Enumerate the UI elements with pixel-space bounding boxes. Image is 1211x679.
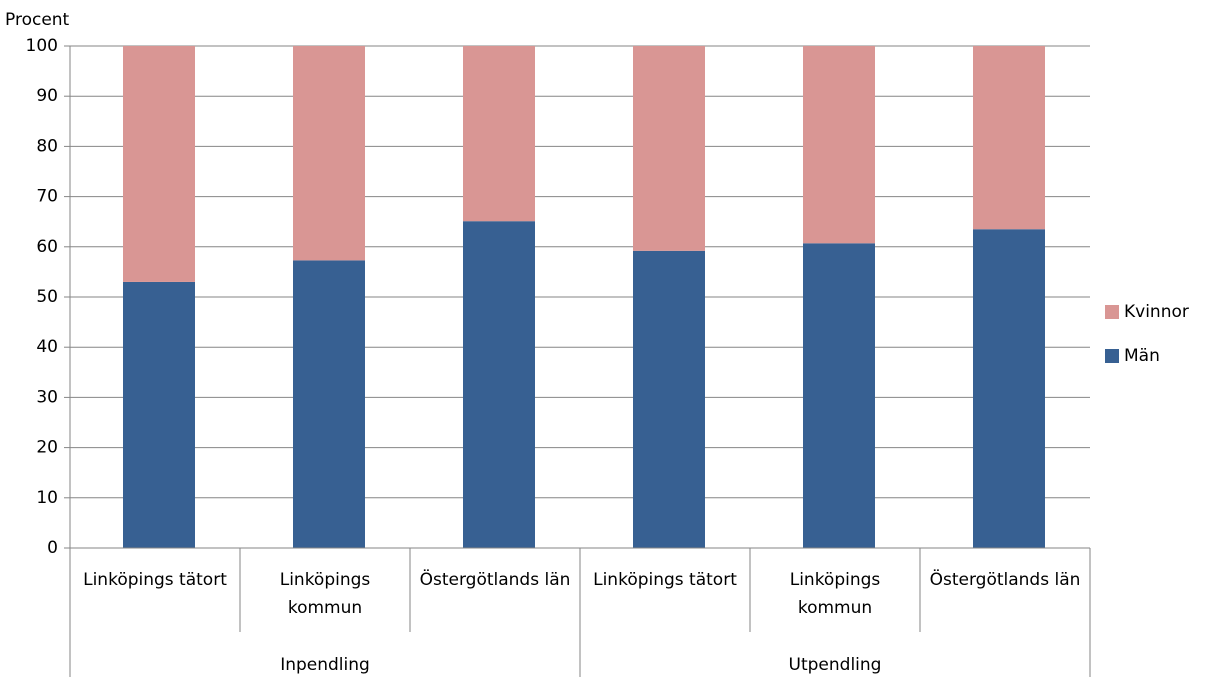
x-tick-label: Linköpings tätort [593,570,737,590]
y-tick-label: 0 [47,538,58,558]
bar-segment [973,229,1045,549]
y-tick-label: 80 [36,136,58,156]
legend-swatch [1105,349,1119,363]
bar-segment [633,250,705,549]
group-label: Inpendling [280,655,370,675]
y-axis-label: Procent [5,10,70,30]
bar-segment [123,281,195,548]
y-tick-label: 20 [36,438,58,458]
bar-segment [803,243,875,548]
bar-segment [293,260,365,548]
y-tick-label: 90 [36,86,58,106]
y-tick-label: 40 [36,337,58,357]
bar-segment [803,46,875,244]
y-tick-label: 50 [36,287,58,307]
group-label: Utpendling [788,655,882,675]
x-tick-label: Linköpings tätort [83,570,227,590]
legend-label: Kvinnor [1124,302,1189,322]
x-tick-label: Linköpings kommun [789,570,881,618]
x-tick-label: Östergötlands län [419,570,571,590]
legend-swatch [1105,305,1119,319]
bar-segment [123,46,195,282]
bar-segment [463,221,535,548]
x-tick-label: Linköpings kommun [279,570,371,618]
y-tick-label: 70 [36,187,58,207]
y-tick-label: 60 [36,237,58,257]
bar-segment [463,46,535,222]
y-tick-label: 100 [26,36,58,56]
x-tick-label: Östergötlands län [929,570,1081,590]
bar-segment [633,46,705,251]
y-tick-label: 10 [36,488,58,508]
y-tick-label: 30 [36,387,58,407]
legend-label: Män [1124,346,1160,366]
bar-segment [973,46,1045,230]
bar-segment [293,46,365,261]
